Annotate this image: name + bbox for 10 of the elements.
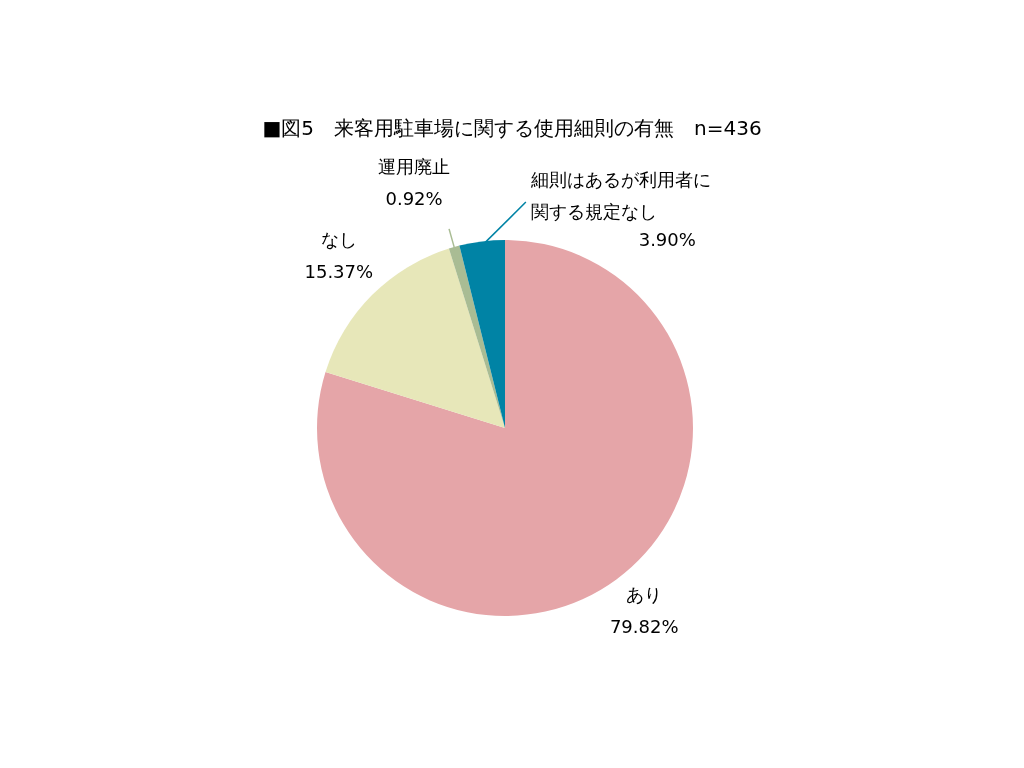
chart-title: ■図5 来客用駐車場に関する使用細則の有無 n=436 [262, 116, 762, 140]
data-label: 3.90% [638, 229, 696, 251]
slice-label: なし [320, 228, 357, 250]
data-label: 15.37% [304, 260, 374, 282]
slice-label: 細則はあるが利用者に関する規定なし [529, 169, 711, 223]
slice-label: 運用廃止 [378, 155, 451, 177]
data-label: 79.82% [609, 616, 679, 638]
data-label: 0.92% [385, 187, 443, 209]
slice-label: あり [626, 584, 663, 606]
pie-slice [459, 240, 505, 428]
